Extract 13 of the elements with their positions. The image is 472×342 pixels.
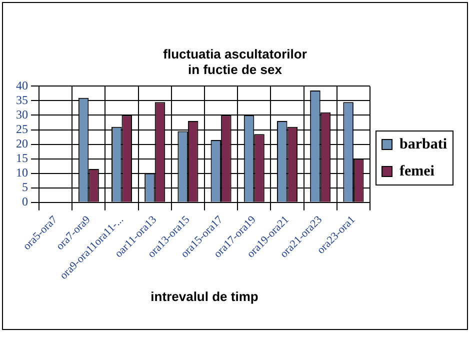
y-tick-label: 30 [16,107,28,122]
y-tick-label: 20 [16,136,28,150]
y-tick-label: 15 [16,150,28,165]
y-tick-label: 40 [16,78,28,92]
legend-label: barbati [399,136,448,152]
y-tick-label: 5 [22,180,28,194]
y-tick-label: 25 [16,122,28,136]
y-tick-label: 0 [22,194,28,209]
y-tick-label: 10 [16,166,28,180]
chart-title: fluctuatia ascultatorilor in fuctie de sex [163,46,307,77]
x-axis-title: intrevalul de timp [150,288,258,304]
legend-label: femei [399,163,434,180]
y-tick-label: 35 [16,92,28,107]
